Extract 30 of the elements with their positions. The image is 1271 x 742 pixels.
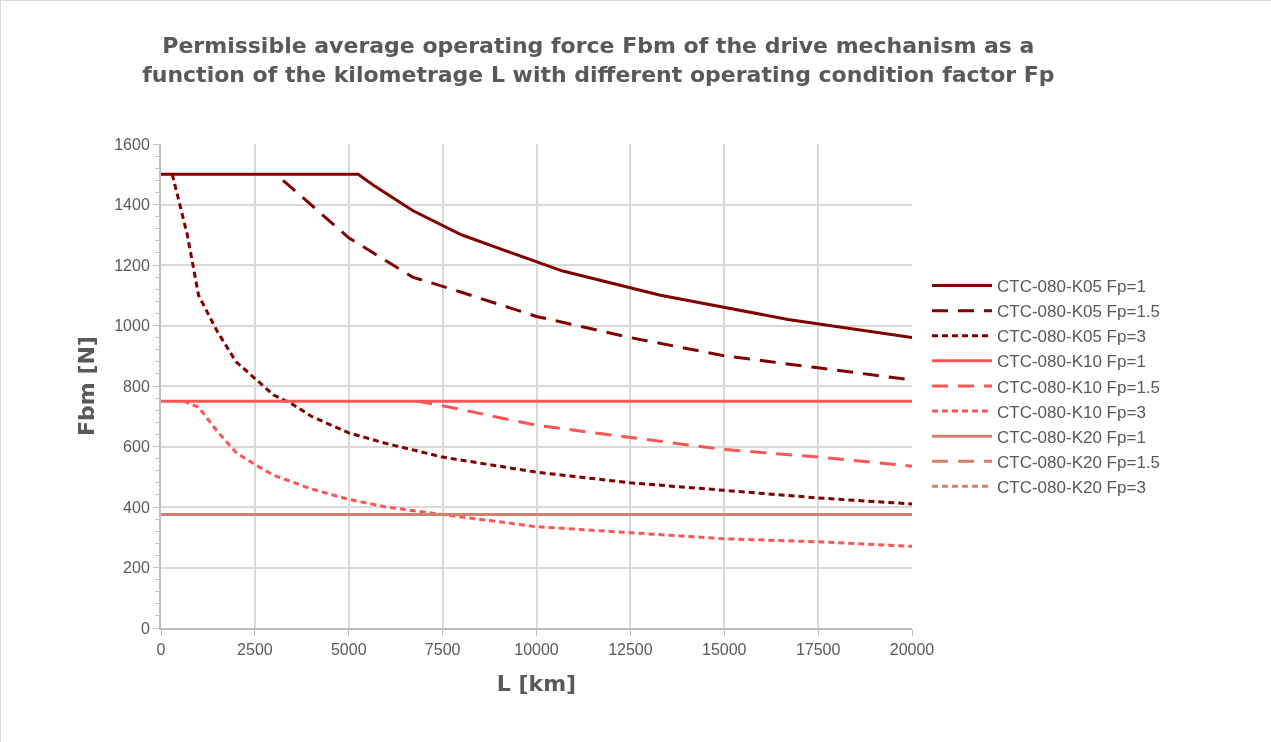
x-tick-label: 0 — [156, 641, 166, 659]
legend-label: CTC-080-K20 Fp=1 — [997, 427, 1146, 447]
y-tick-label: 1600 — [114, 135, 150, 153]
x-tick-label: 17500 — [795, 641, 841, 659]
legend-label: CTC-080-K05 Fp=1 — [997, 277, 1146, 297]
y-tick-label: 400 — [123, 498, 150, 516]
legend-label: CTC-080-K10 Fp=3 — [997, 402, 1146, 422]
y-tick-label: 1200 — [114, 256, 150, 274]
y-tick-label: 0 — [140, 619, 150, 637]
x-tick-label: 12500 — [608, 641, 653, 659]
y-tick-label: 1400 — [114, 196, 150, 214]
y-tick-label: 600 — [123, 438, 150, 456]
x-axis-title: L [km] — [496, 670, 577, 696]
legend-label: CTC-080-K20 Fp=3 — [997, 477, 1146, 497]
legend-label: CTC-080-K20 Fp=1.5 — [997, 452, 1161, 472]
chart-title: Permissible average operating force Fbm of the drive mechanism as a function of the kilometrage L with different operating condition factor Fp — [142, 32, 1055, 87]
legend-label: CTC-080-K10 Fp=1 — [997, 352, 1146, 372]
legend-label: CTC-080-K10 Fp=1.5 — [997, 377, 1161, 397]
x-tick-label: 2500 — [237, 641, 273, 659]
y-axis-title: Fbm [N] — [73, 336, 99, 436]
legend-label: CTC-080-K05 Fp=3 — [997, 327, 1146, 347]
x-tick-label: 5000 — [330, 641, 367, 659]
y-tick-label: 200 — [123, 559, 150, 577]
x-tick-label: 15000 — [702, 641, 747, 659]
y-tick-label: 1000 — [114, 317, 150, 335]
x-tick-label: 7500 — [424, 641, 461, 659]
x-tick-label: 20000 — [889, 641, 935, 659]
x-tick-label: 10000 — [514, 641, 559, 659]
legend-label: CTC-080-K05 Fp=1.5 — [997, 302, 1161, 322]
y-tick-label: 800 — [123, 377, 150, 395]
